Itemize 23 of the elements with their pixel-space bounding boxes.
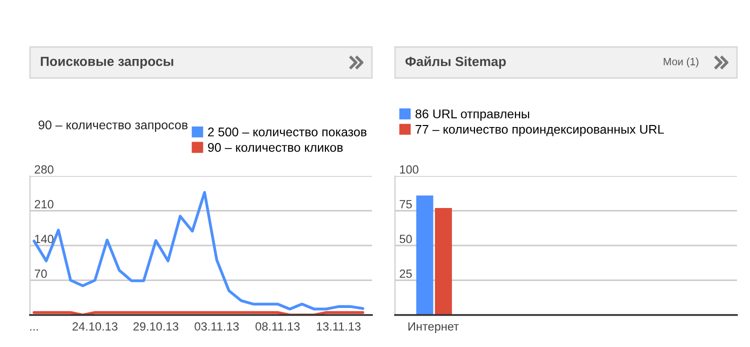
y-tick-label: 25	[400, 270, 412, 278]
text: Мои (1)	[664, 58, 698, 68]
x-tick-label: ...	[30, 329, 38, 330]
legend-label: 90 – количество кликов	[208, 143, 343, 152]
legend-label: 86 URL отправлены	[416, 109, 530, 121]
y-tick-label: 100	[400, 165, 418, 174]
x-tick-label: 29.10.13	[133, 322, 178, 331]
chart-title: Файлы Sitemap	[405, 56, 506, 69]
x-tick-label: 24.10.13	[72, 322, 118, 331]
x-tick-label: 13.11.13	[316, 322, 361, 331]
x-tick-label: 03.11.13	[194, 322, 239, 331]
chart-title: Поисковые запросы	[40, 56, 174, 69]
y-tick-label: 140	[35, 234, 54, 244]
y-tick-label: 280	[34, 165, 54, 174]
x-tick-label: Интернет	[408, 322, 459, 333]
y-tick-label: 70	[34, 270, 47, 278]
text: 90 – количество запросов	[38, 120, 188, 132]
legend-label: 2 500 – количество показов	[208, 128, 366, 136]
y-tick-label: 75	[400, 200, 412, 208]
y-tick-label: 210	[34, 200, 54, 208]
legend-label: 77 – количество проиндексированных URL	[416, 125, 664, 136]
y-tick-label: 50	[400, 234, 412, 244]
x-tick-label: 08.11.13	[256, 322, 300, 331]
